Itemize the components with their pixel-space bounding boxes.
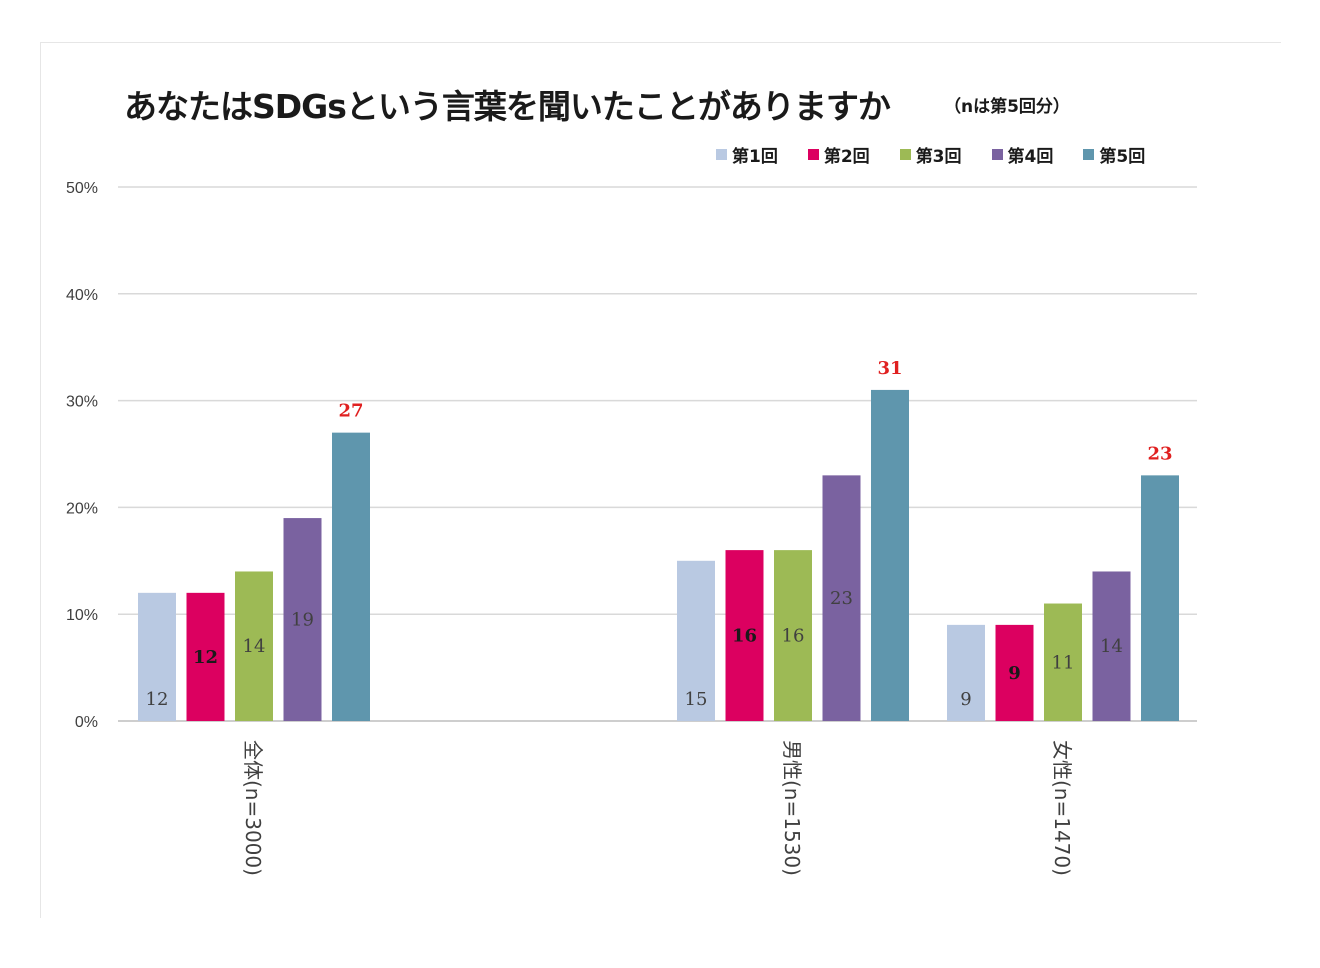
data-label: 9	[960, 689, 971, 710]
bar	[186, 592, 225, 721]
legend: 第1回 第2回 第3回 第4回 第5回	[716, 142, 1145, 167]
data-label: 12	[146, 689, 169, 710]
data-label: 19	[291, 610, 314, 631]
bar	[1092, 571, 1131, 721]
bar	[1044, 603, 1082, 721]
category-label: 全体(n=3000)	[241, 740, 265, 876]
data-label: 23	[1147, 443, 1172, 464]
legend-item-2: 第2回	[807, 142, 870, 167]
legend-item-4: 第4回	[991, 142, 1054, 167]
bar	[947, 624, 985, 721]
data-label: 14	[1100, 636, 1123, 657]
legend-item-1: 第1回	[716, 142, 778, 167]
data-label: 9	[1008, 663, 1021, 684]
legend-swatch-2	[807, 149, 819, 160]
legend-item-3: 第3回	[899, 142, 962, 167]
bar	[871, 389, 909, 721]
data-label: 15	[685, 689, 708, 710]
y-tick-label: 0%	[75, 714, 98, 731]
legend-swatch-3	[899, 149, 911, 160]
y-tick-label: 30%	[66, 394, 98, 411]
legend-item-5: 第5回	[1083, 142, 1145, 167]
category-label: 男性(n=1530)	[780, 740, 804, 876]
y-tick-label: 10%	[66, 607, 98, 624]
bar	[283, 518, 322, 721]
bar	[235, 571, 273, 721]
bar	[774, 550, 812, 721]
y-tick-label: 50%	[66, 180, 98, 197]
legend-label-1: 第1回	[732, 147, 778, 167]
data-label: 16	[732, 626, 757, 647]
chart-subtitle: （nは第5回分）	[944, 97, 1070, 117]
legend-label-2: 第2回	[823, 147, 870, 167]
legend-swatch-1	[716, 149, 727, 160]
data-label: 23	[830, 588, 853, 609]
bar	[995, 624, 1034, 721]
legend-label-4: 第4回	[1007, 147, 1054, 167]
bar	[332, 432, 370, 721]
bar	[677, 560, 715, 721]
bar	[822, 475, 861, 721]
data-label: 11	[1052, 652, 1075, 673]
category-label: 女性(n=1470)	[1050, 740, 1074, 876]
bar	[1141, 475, 1179, 721]
data-label: 31	[877, 358, 902, 379]
legend-swatch-4	[991, 149, 1003, 160]
bar	[138, 592, 176, 721]
data-label: 27	[338, 401, 363, 422]
legend-label-5: 第5回	[1099, 147, 1146, 167]
bar	[725, 550, 764, 721]
legend-label-3: 第3回	[915, 147, 962, 167]
chart-title: あなたはSDGsという言葉を聞いたことがありますか	[124, 87, 891, 126]
data-label: 14	[243, 636, 266, 657]
chart-frame	[40, 42, 1281, 918]
y-tick-label: 40%	[66, 287, 98, 304]
y-tick-label: 20%	[66, 500, 98, 517]
data-label: 12	[193, 647, 218, 668]
legend-swatch-5	[1083, 149, 1095, 160]
data-label: 16	[782, 626, 805, 647]
